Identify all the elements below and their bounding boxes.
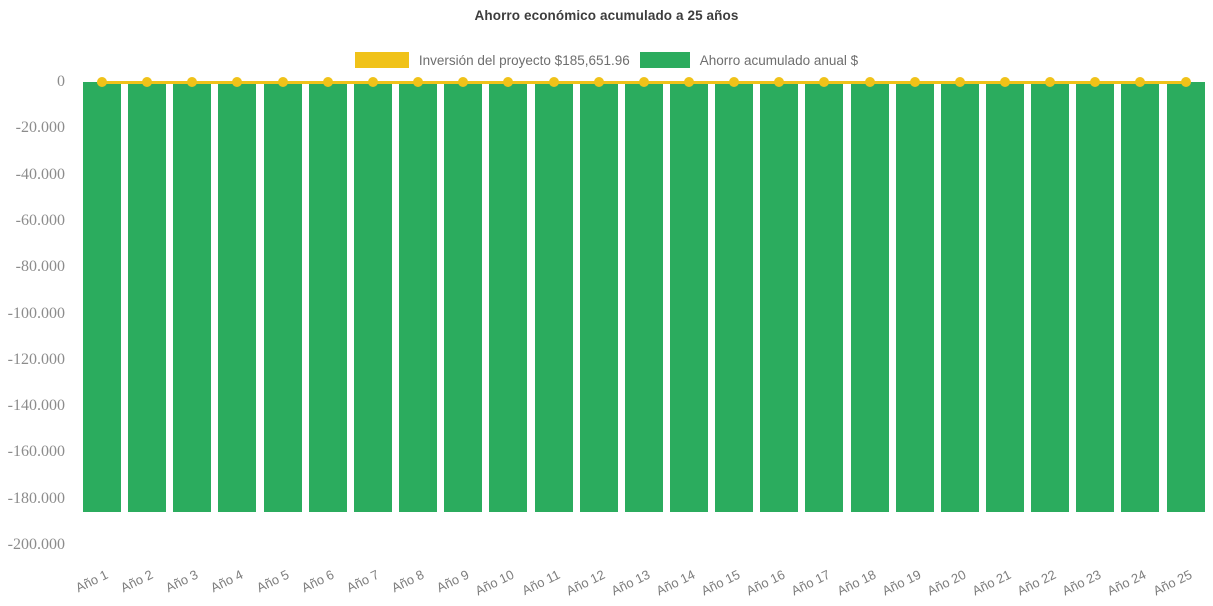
y-axis-tick-label: 0 — [57, 73, 65, 90]
bar — [83, 82, 121, 512]
legend-item-savings[interactable]: Ahorro acumulado anual $ — [639, 52, 859, 68]
bar — [624, 82, 663, 512]
investment-legend-label: Inversión del proyecto $185,651.96 — [418, 52, 630, 68]
bar — [353, 82, 392, 512]
y-axis-tick-label: -20.000 — [15, 119, 65, 137]
bar — [760, 82, 799, 512]
bar — [173, 82, 212, 512]
y-axis-tick-label: -120.000 — [7, 350, 65, 368]
line-marker-icon — [909, 77, 920, 87]
bar — [805, 82, 844, 512]
bar — [534, 82, 573, 512]
line-marker-icon — [413, 77, 424, 87]
bar — [1076, 82, 1115, 512]
line-marker-icon — [1180, 77, 1191, 87]
line-marker-icon — [1045, 77, 1056, 87]
investment-swatch-icon — [354, 52, 409, 68]
line-marker-icon — [142, 77, 153, 87]
line-marker-icon — [593, 77, 604, 87]
line-marker-icon — [97, 77, 107, 87]
bar — [263, 82, 302, 512]
bar — [399, 82, 438, 512]
line-marker-icon — [729, 77, 740, 87]
line-marker-icon — [187, 77, 198, 87]
line-marker-icon — [638, 77, 649, 87]
bar — [579, 82, 618, 512]
y-axis-tick-label: -60.000 — [15, 211, 65, 229]
line-marker-icon — [232, 77, 243, 87]
line-marker-icon — [277, 77, 288, 87]
line-marker-icon — [819, 77, 830, 87]
line-marker-icon — [954, 77, 965, 87]
line-marker-icon — [1135, 77, 1146, 87]
bar — [1121, 82, 1160, 512]
legend: Inversión del proyecto $185,651.96 Ahorr… — [0, 52, 1213, 68]
line-marker-icon — [503, 77, 514, 87]
bar — [940, 82, 979, 512]
y-axis-tick-label: -40.000 — [15, 165, 65, 183]
bar — [895, 82, 934, 512]
y-axis-tick-label: -100.000 — [7, 304, 65, 322]
bar — [669, 82, 708, 512]
bar — [128, 82, 167, 512]
line-marker-icon — [458, 77, 469, 87]
chart-title: Ahorro económico acumulado a 25 años — [474, 8, 739, 23]
bar — [489, 82, 528, 512]
legend-item-investment[interactable]: Inversión del proyecto $185,651.96 — [354, 52, 630, 68]
bar — [715, 82, 754, 512]
line-marker-icon — [774, 77, 785, 87]
bar — [850, 82, 889, 512]
y-axis-tick-label: -80.000 — [15, 258, 65, 276]
line-marker-icon — [322, 77, 333, 87]
line-marker-icon — [548, 77, 559, 87]
y-axis-tick-label: -200.000 — [7, 536, 65, 553]
bar — [444, 82, 483, 512]
y-axis-tick-label: -160.000 — [7, 443, 65, 461]
savings-swatch-icon — [639, 52, 690, 68]
line-marker-icon — [1090, 77, 1101, 87]
bar — [986, 82, 1024, 512]
y-axis-tick-label: -140.000 — [7, 397, 65, 415]
line-marker-icon — [683, 77, 694, 87]
bar — [218, 82, 257, 512]
bar — [308, 82, 347, 512]
line-marker-icon — [1000, 77, 1010, 87]
savings-legend-label: Ahorro acumulado anual $ — [699, 52, 859, 68]
bar — [1166, 82, 1205, 512]
y-axis-tick-label: -180.000 — [7, 489, 65, 507]
line-marker-icon — [367, 77, 378, 87]
bar — [1031, 82, 1070, 512]
line-marker-icon — [864, 77, 875, 87]
